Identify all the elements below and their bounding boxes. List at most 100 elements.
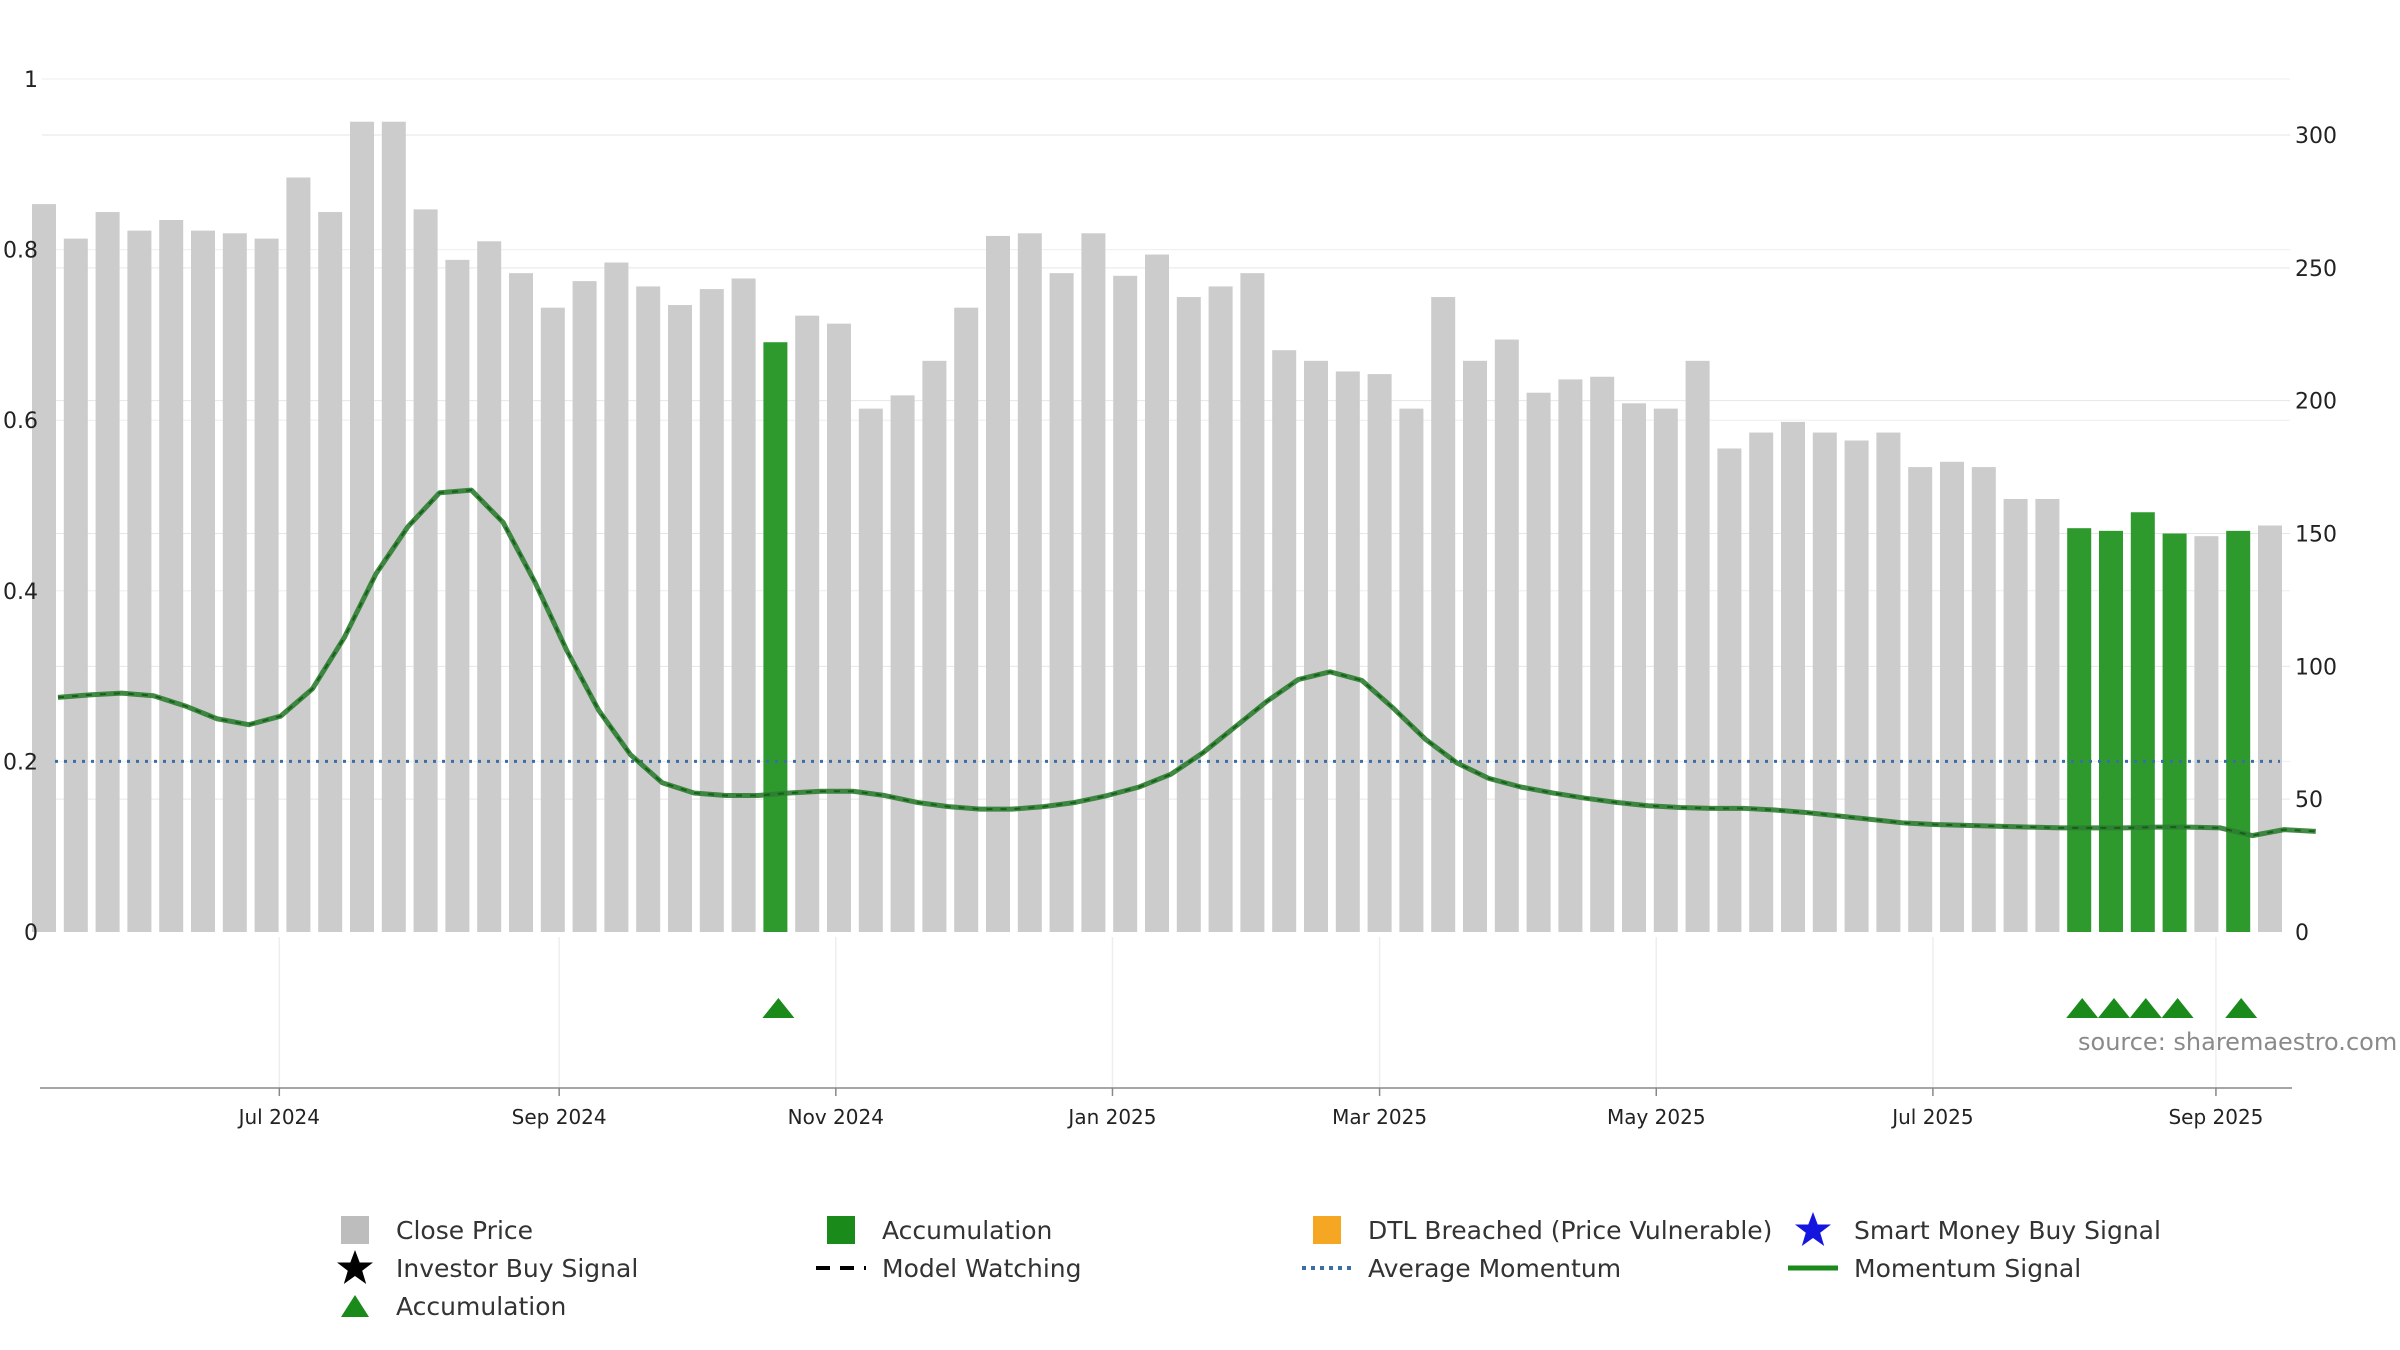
close-price-bar — [95, 212, 120, 932]
legend-item-accumulation: Accumulation — [816, 1212, 1052, 1248]
close-price-bar — [1749, 432, 1774, 932]
legend-label: Close Price — [396, 1215, 534, 1245]
close-price-bar — [1208, 286, 1233, 932]
close-price-bar — [1176, 297, 1201, 933]
legend-label: DTL Breached (Price Vulnerable) — [1368, 1215, 1773, 1245]
close-price-bar — [1081, 233, 1106, 933]
left-tick-label: 0.4 — [3, 580, 38, 605]
legend-label: Momentum Signal — [1854, 1253, 2082, 1283]
right-tick-label: 300 — [2295, 124, 2337, 149]
close-price-bar — [1145, 254, 1169, 933]
close-price-bar — [1494, 339, 1519, 932]
close-price-bar — [1812, 432, 1837, 932]
close-price-bar — [1876, 432, 1901, 932]
accumulation-triangle-marker — [2161, 998, 2194, 1018]
close-price-bar — [604, 262, 629, 932]
right-tick-label: 100 — [2295, 655, 2337, 680]
close-price-bar — [413, 209, 438, 933]
close-price-bar — [572, 281, 597, 932]
legend-label: Investor Buy Signal — [396, 1253, 639, 1283]
close-price-bar — [1335, 371, 1360, 932]
close-price-bar — [1272, 350, 1297, 932]
close-price-bar — [63, 238, 88, 933]
lower-panel — [278, 937, 2258, 1088]
legend-label: Model Watching — [882, 1253, 1082, 1283]
close-price-bar — [191, 230, 215, 932]
black-star-icon — [330, 1250, 380, 1286]
close-price-bar — [1685, 360, 1710, 933]
left-tick-label: 0.2 — [3, 750, 38, 775]
legend-item-accumulation-triangle: Accumulation — [330, 1288, 566, 1324]
close-price-bar — [1717, 448, 1742, 932]
x-tick-label: Nov 2024 — [788, 1105, 884, 1129]
close-price-bar — [477, 241, 502, 932]
close-price-bar — [1240, 273, 1265, 932]
green-triangle-icon — [330, 1288, 380, 1324]
close-price-bar — [2194, 536, 2219, 932]
close-price-bar — [1653, 408, 1678, 932]
close-price-bar — [318, 212, 343, 932]
close-price-bar — [1399, 408, 1424, 932]
close-price-bar — [922, 360, 947, 933]
legend-item-average-momentum: Average Momentum — [1302, 1250, 1621, 1286]
close-price-bar — [159, 220, 184, 933]
legend-item-momentum-signal: Momentum Signal — [1788, 1250, 2081, 1286]
close-price-bar — [1558, 379, 1583, 932]
right-tick-label: 50 — [2295, 788, 2323, 813]
close-price-bar — [890, 395, 915, 932]
close-price-bar — [858, 408, 883, 932]
close-price-bar — [1113, 275, 1138, 932]
close-price-bar — [1526, 392, 1551, 932]
left-tick-label: 0.6 — [3, 409, 38, 434]
accumulation-triangle-marker — [2098, 998, 2130, 1018]
close-price-bar — [381, 121, 406, 932]
close-price-bar — [222, 233, 247, 933]
x-tick-label: Sep 2024 — [512, 1105, 607, 1129]
x-tick-label: Jul 2024 — [237, 1105, 320, 1129]
x-tick-label: Jul 2025 — [1890, 1105, 1973, 1129]
close-price-bar — [699, 289, 724, 932]
dashed-line-icon — [816, 1250, 866, 1286]
gray-square-icon — [330, 1212, 380, 1248]
close-price-bar — [1940, 461, 1964, 932]
right-tick-label: 250 — [2295, 257, 2337, 282]
x-tick-label: Sep 2025 — [2168, 1105, 2263, 1129]
close-price-bar — [1367, 374, 1392, 933]
accumulation-bar — [763, 342, 788, 933]
close-price-bar — [254, 238, 279, 933]
accumulation-triangle-marker — [2225, 998, 2258, 1018]
close-price-bar — [1017, 233, 1042, 933]
legend-item-close-price: Close Price — [330, 1212, 533, 1248]
left-tick-label: 0.8 — [3, 239, 38, 264]
green-line-icon — [1788, 1250, 1838, 1286]
close-price-bar — [954, 307, 979, 932]
close-price-bar — [1463, 360, 1487, 933]
close-price-bar — [2035, 498, 2060, 932]
close-price-bar — [827, 323, 851, 933]
accumulation-bar — [2162, 533, 2187, 932]
dotted-line-icon — [1302, 1250, 1352, 1286]
blue-star-icon — [1788, 1212, 1838, 1248]
close-price-bar — [636, 286, 661, 932]
legend-item-model-watching: Model Watching — [816, 1250, 1082, 1286]
accumulation-bar — [2226, 530, 2251, 932]
legend-label: Accumulation — [396, 1291, 567, 1321]
accumulation-bar — [2067, 528, 2092, 932]
source-label: source: sharemaestro.com — [2078, 1028, 2397, 1056]
accumulation-bar — [2130, 512, 2155, 932]
legend-label: Average Momentum — [1368, 1253, 1622, 1283]
close-price-bar — [1781, 421, 1805, 932]
momentum-signal-line — [57, 487, 2316, 839]
accumulation-triangle-marker — [2129, 998, 2162, 1018]
close-price-bar — [2258, 525, 2282, 932]
legend-item-dtl-breached: DTL Breached (Price Vulnerable) — [1302, 1212, 1772, 1248]
close-price-bar — [1908, 467, 1933, 932]
accumulation-triangle-marker — [762, 998, 795, 1018]
close-price-bar — [986, 235, 1010, 932]
close-price-bar — [2003, 498, 2028, 932]
close-price-bar — [1431, 297, 1456, 933]
axes: Jul 2024 Sep 2024 Nov 2024 Jan 2025 Mar 2025… — [3, 68, 2337, 1129]
accumulation-bar — [2099, 530, 2123, 932]
close-price-bar — [445, 259, 470, 932]
